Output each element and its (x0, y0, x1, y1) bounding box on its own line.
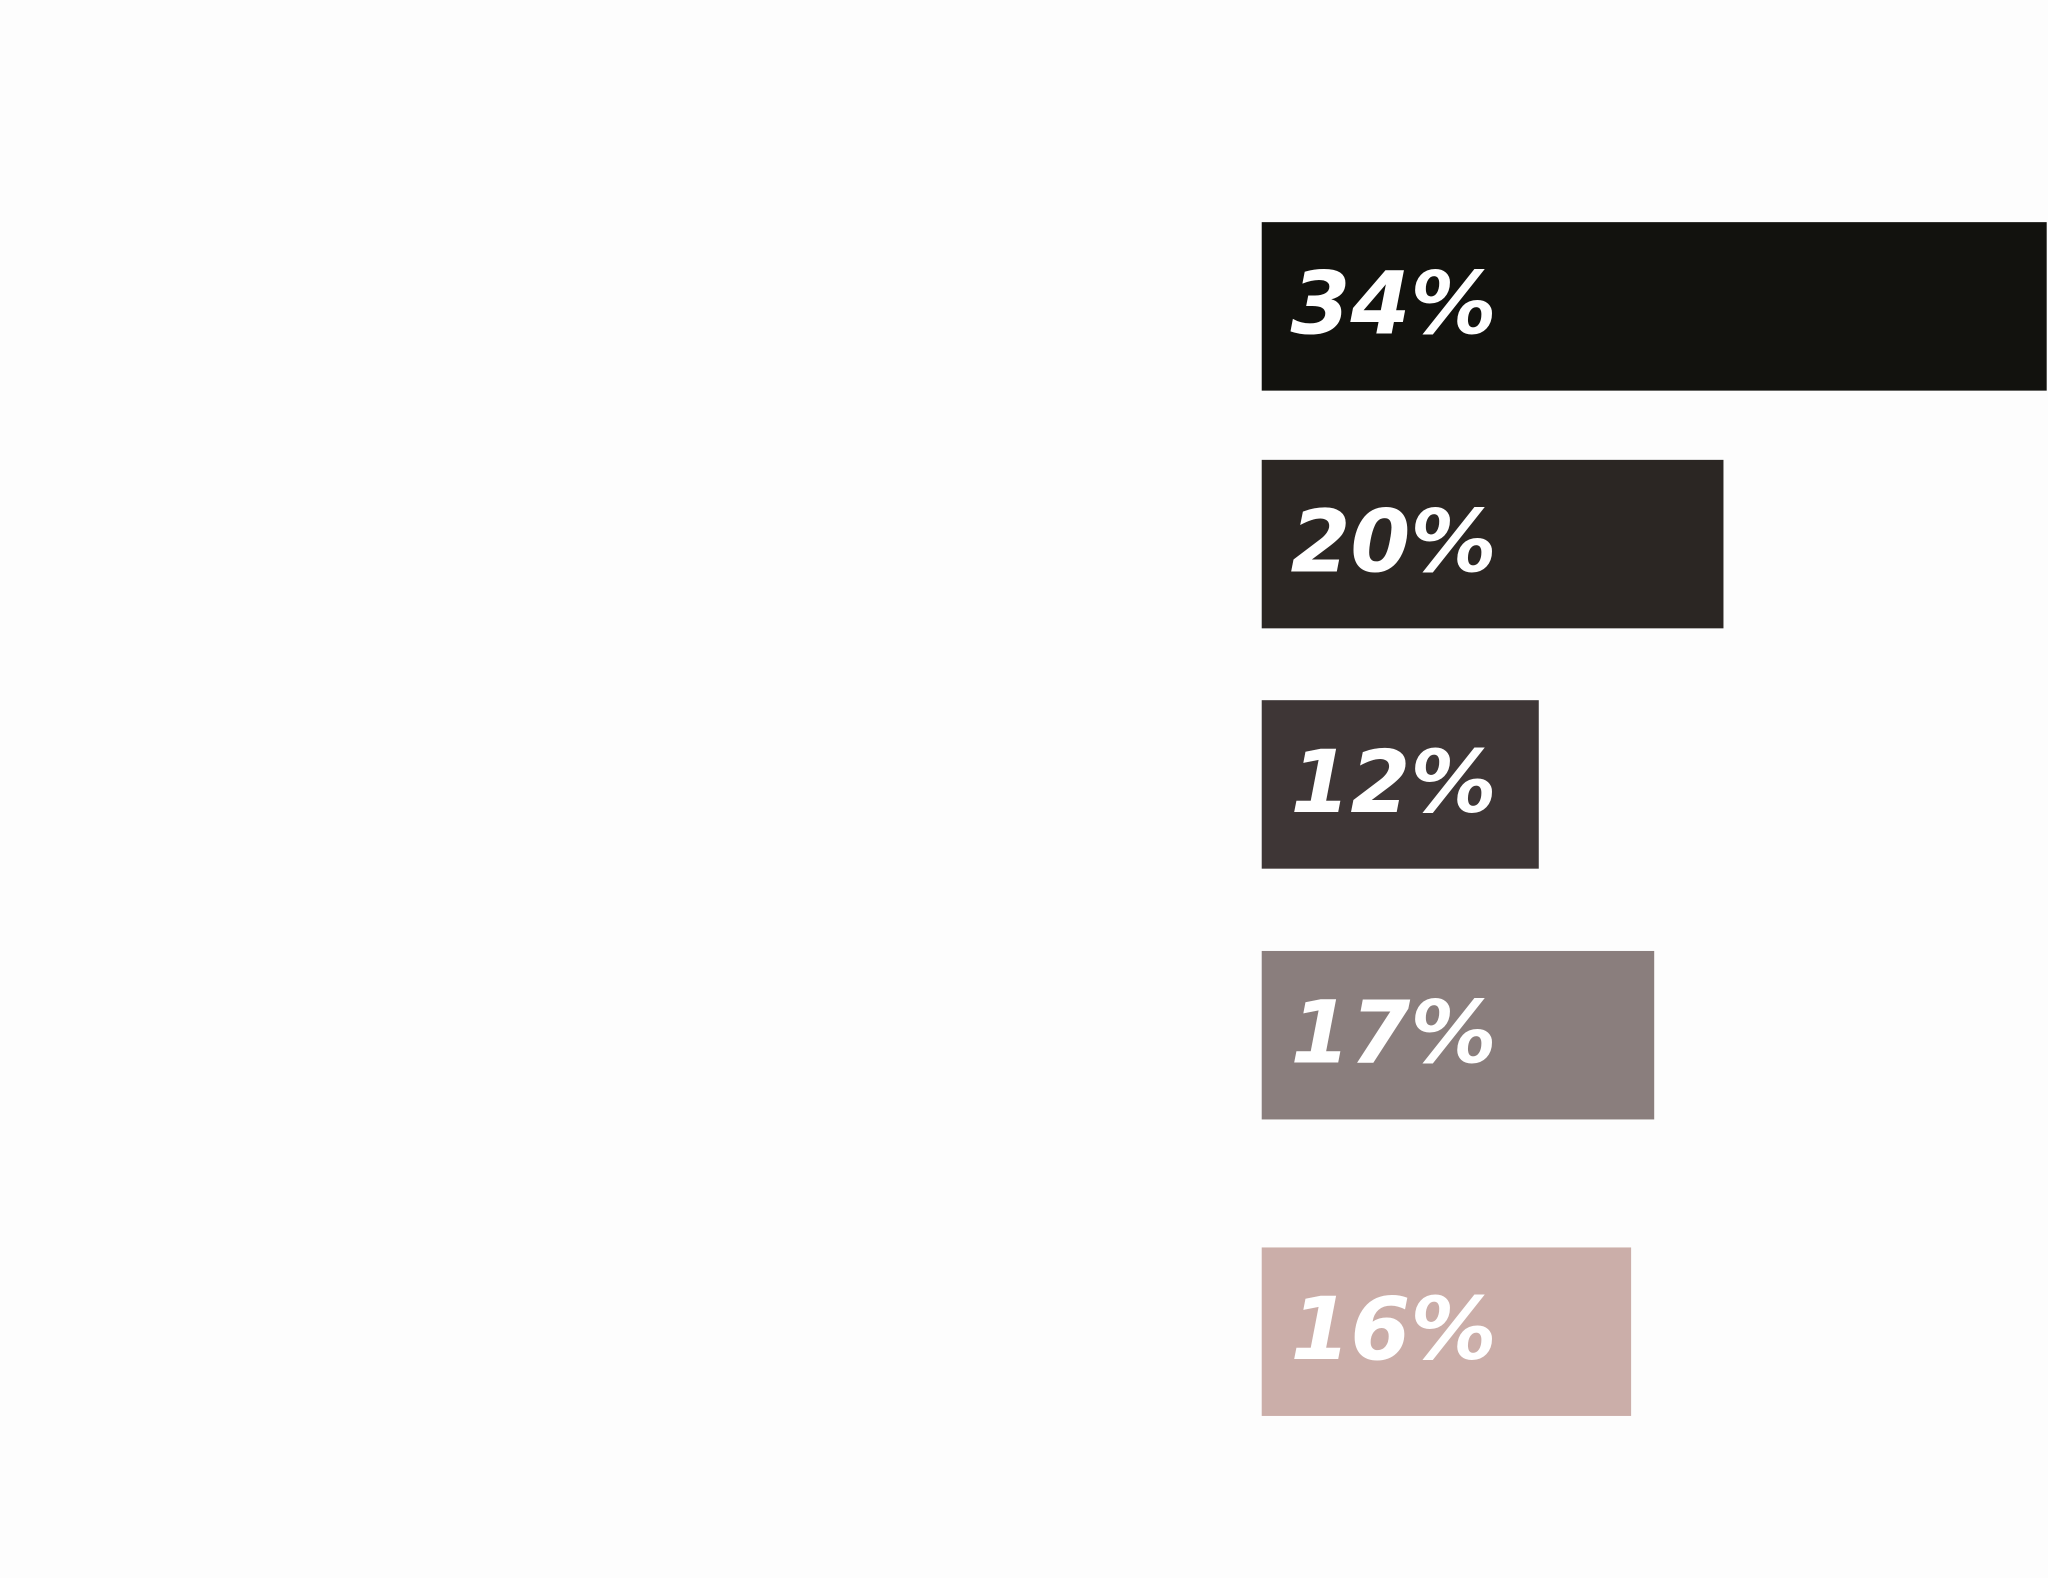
bar (1261, 459, 1724, 629)
value-label: 16% (1290, 1280, 1496, 1380)
bar (1261, 700, 1539, 869)
bar (1261, 950, 1655, 1120)
bar (1261, 1247, 1632, 1416)
value-label: 20% (1290, 492, 1496, 592)
bar (1261, 222, 2047, 391)
value-label: 12% (1290, 733, 1496, 833)
value-label: 17% (1290, 984, 1496, 1084)
value-label: 34% (1290, 255, 1496, 355)
